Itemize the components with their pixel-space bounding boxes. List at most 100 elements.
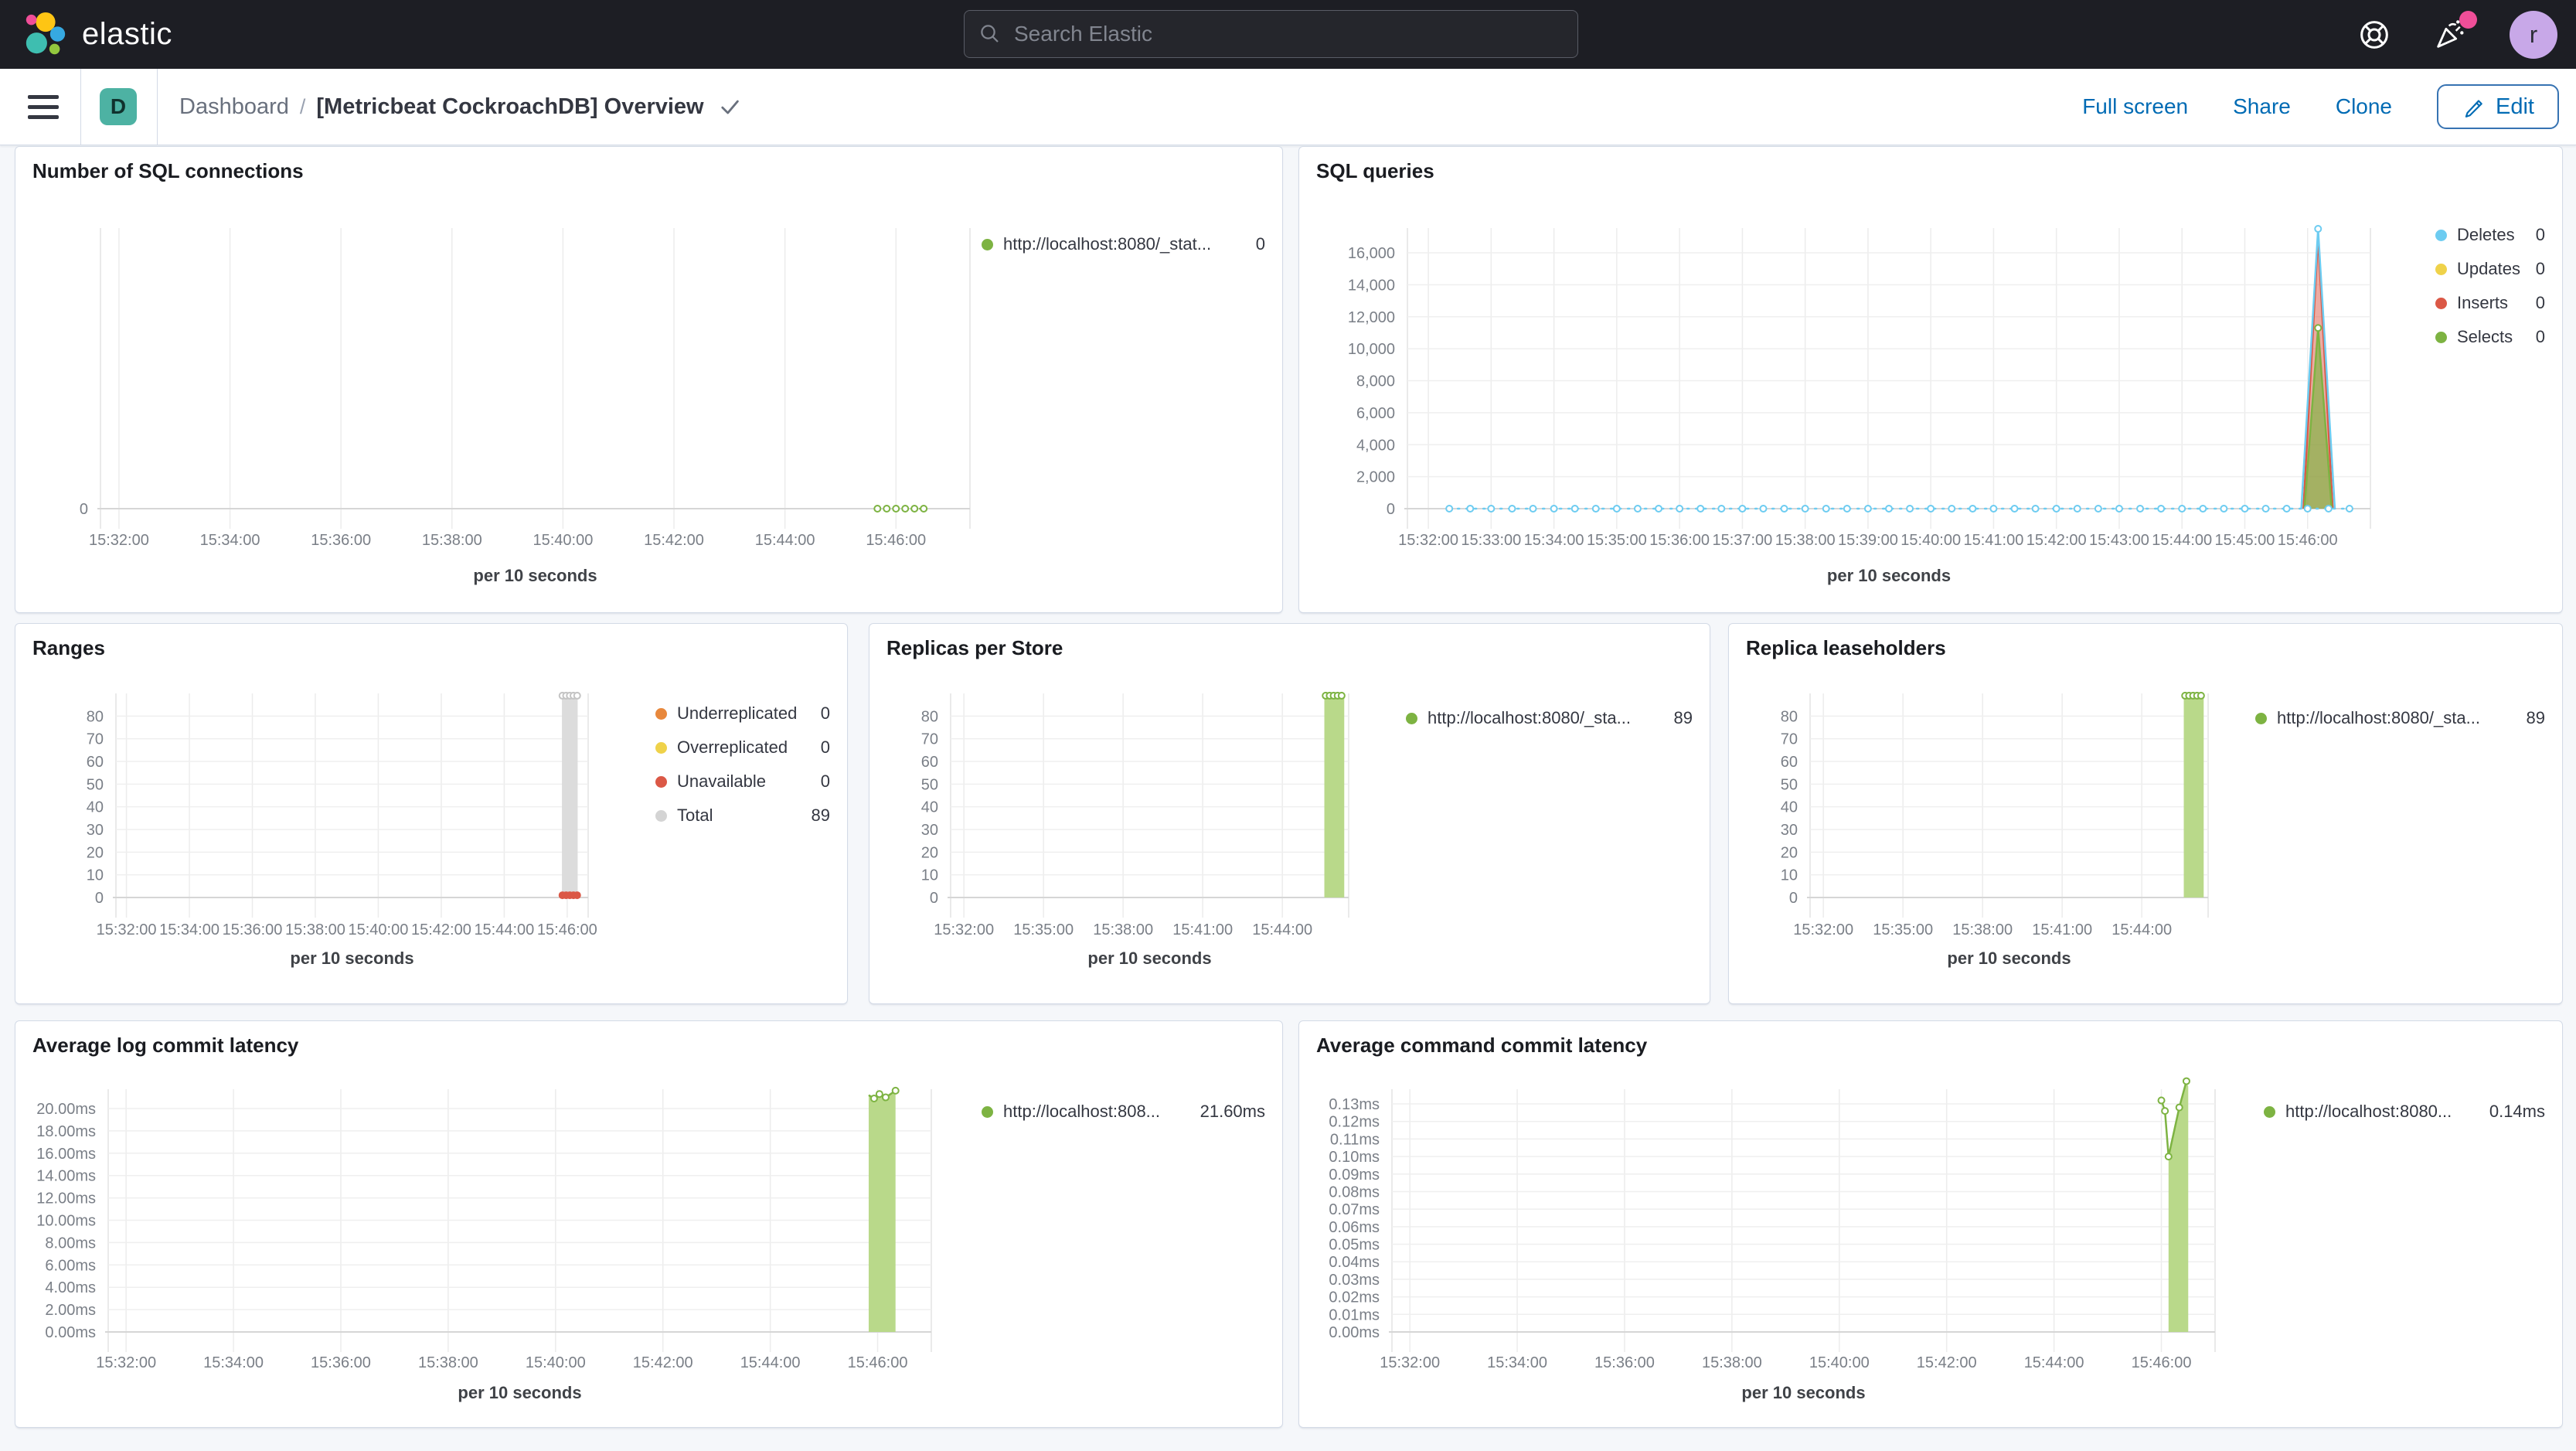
svg-text:15:35:00: 15:35:00 [1587,532,1647,549]
svg-text:15:38:00: 15:38:00 [1775,532,1836,549]
legend-item-unavailable[interactable]: Unavailable 0 [655,771,830,792]
clone-button[interactable]: Clone [2335,94,2393,118]
svg-text:20: 20 [87,844,104,861]
svg-text:80: 80 [921,708,938,725]
legend-swatch-icon [982,238,993,250]
legend-item-deletes[interactable]: Deletes 0 [2435,224,2545,246]
replicas-per-store-chart[interactable]: 0 10 20 30 40 50 60 70 80 15:32:00 15:35:00 15:38:0… [869,670,1380,1005]
svg-text:15:32:00: 15:32:00 [934,921,994,938]
svg-text:15:36:00: 15:36:00 [1649,532,1710,549]
svg-text:15:36:00: 15:36:00 [311,1354,371,1371]
svg-text:15:41:00: 15:41:00 [2032,921,2092,938]
legend-item-http-localhost-8080-stat[interactable]: http://localhost:8080/_stat... 0 [982,233,1265,255]
svg-text:12.00ms: 12.00ms [36,1190,96,1207]
edit-button[interactable]: Edit [2437,84,2559,129]
svg-text:12,000: 12,000 [1348,309,1395,326]
svg-text:15:44:00: 15:44:00 [2024,1354,2084,1371]
series [873,505,928,513]
legend-value: 0 [2535,327,2545,346]
svg-text:0: 0 [1789,890,1798,907]
legend-value: 89 [811,806,830,825]
legend-item-http-localhost-808[interactable]: http://localhost:808... 21.60ms [982,1101,1265,1122]
legend-item-overreplicated[interactable]: Overreplicated 0 [655,737,830,758]
grid [948,693,1349,918]
legend-value: 0 [2535,259,2545,278]
title-check-icon[interactable] [718,95,741,118]
svg-text:15:46:00: 15:46:00 [2132,1354,2192,1371]
grid [1404,228,2371,529]
search-input[interactable] [1012,21,1564,47]
panel-average-command-commit-latency: Average command commit latency 0.00ms 0.01… [1298,1020,2563,1428]
panel-title: Ranges [32,636,105,659]
header-actions: r [2358,0,2576,69]
replica-leaseholders-chart[interactable]: 0 10 20 30 40 50 60 70 80 15:32:00 15:35:00 15:38:0… [1729,670,2239,1005]
space-badge[interactable]: D [100,88,137,125]
svg-text:15:40:00: 15:40:00 [526,1354,586,1371]
breadcrumb-dashboard[interactable]: Dashboard [179,94,289,119]
svg-text:10: 10 [1781,867,1798,884]
global-search[interactable] [964,10,1578,58]
svg-text:10: 10 [921,867,938,884]
svg-text:40: 40 [87,799,104,816]
svg-text:15:34:00: 15:34:00 [203,1354,264,1371]
legend-item-underreplicated[interactable]: Underreplicated 0 [655,703,830,724]
legend-item-updates[interactable]: Updates 0 [2435,258,2545,280]
svg-text:15:46:00: 15:46:00 [866,532,926,549]
legend-value: 0 [820,737,830,757]
svg-text:40: 40 [1781,799,1798,816]
svg-text:15:46:00: 15:46:00 [848,1354,908,1371]
svg-text:15:38:00: 15:38:00 [1093,921,1153,938]
svg-text:15:36:00: 15:36:00 [311,532,371,549]
svg-text:2,000: 2,000 [1356,469,1395,486]
legend-value: 21.60ms [1200,1102,1265,1121]
legend-value: 0 [2535,293,2545,312]
whats-new-button[interactable] [2432,10,2477,53]
svg-text:80: 80 [1781,708,1798,725]
legend-item-total[interactable]: Total 89 [655,805,830,826]
panel-replicas-per-store: Replicas per Store 0 10 20 30 40 50 60 70 80 15:32… [869,623,1710,1004]
svg-text:15:32:00: 15:32:00 [1398,532,1458,549]
legend: Underreplicated 0 Overreplicated 0 Unavailab… [655,703,830,839]
svg-text:10,000: 10,000 [1348,341,1395,358]
average-log-commit-latency-chart[interactable]: 0.00ms 2.00ms 4.00ms 6.00ms 8.00ms 10.00ms 12.… [15,1068,974,1429]
legend-swatch-icon [655,775,667,788]
legend-item-http-localhost-8080[interactable]: http://localhost:8080... 0.14ms [2264,1101,2545,1122]
menu-icon[interactable] [28,94,59,119]
svg-text:0.00ms: 0.00ms [1329,1324,1380,1341]
full-screen-button[interactable]: Full screen [2082,94,2189,118]
number-of-sql-connections-chart[interactable]: 015:32:00 15:34:00 15:36:00 15:38:00 15:40:0… [15,193,982,614]
legend-label: Updates [2457,259,2520,278]
legend-label: http://localhost:8080/_sta... [2277,708,2480,727]
help-lifebuoy-icon[interactable] [2358,19,2391,51]
svg-text:15:34:00: 15:34:00 [1487,1354,1547,1371]
svg-text:4,000: 4,000 [1356,437,1395,454]
user-avatar[interactable]: r [2510,10,2557,59]
grid [1807,693,2209,918]
page-title: [Metricbeat CockroachDB] Overview [316,94,704,119]
legend-item-inserts[interactable]: Inserts 0 [2435,292,2545,314]
panel-title: Average log commit latency [32,1034,299,1057]
ranges-chart[interactable]: 0 10 20 30 40 50 60 70 80 15:32:00 15:34:00 15:36:0… [15,670,634,1005]
axes: 0.00ms 2.00ms 4.00ms 6.00ms 8.00ms 10.00ms 12.… [36,1101,907,1402]
svg-text:15:38:00: 15:38:00 [1952,921,2013,938]
notification-badge [2459,10,2477,29]
svg-text:70: 70 [87,731,104,748]
svg-text:70: 70 [921,731,938,748]
svg-text:0: 0 [95,890,104,907]
svg-text:18.00ms: 18.00ms [36,1123,96,1140]
legend-item-http-localhost-8080-sta[interactable]: http://localhost:8080/_sta... 89 [2255,707,2545,729]
legend-label: Underreplicated [677,703,798,723]
svg-text:20: 20 [1781,844,1798,861]
sql-queries-chart[interactable]: 0 2,000 4,000 6,000 8,000 10,000 12,000 14,000 1… [1299,193,2397,614]
elastic-logo[interactable]: elastic [22,0,172,69]
average-command-commit-latency-chart[interactable]: 0.00ms0.01ms0.02ms0.03ms0.04ms0.05ms0.06… [1299,1068,2258,1429]
svg-text:15:42:00: 15:42:00 [633,1354,693,1371]
legend-item-http-localhost-8080-sta[interactable]: http://localhost:8080/_sta... 89 [1406,707,1693,729]
share-button[interactable]: Share [2233,94,2291,118]
svg-text:0.13ms: 0.13ms [1329,1096,1380,1113]
svg-text:0.05ms: 0.05ms [1329,1237,1380,1254]
legend-item-selects[interactable]: Selects 0 [2435,326,2545,348]
svg-text:15:38:00: 15:38:00 [422,532,482,549]
svg-text:0.02ms: 0.02ms [1329,1289,1380,1306]
svg-text:0.12ms: 0.12ms [1329,1114,1380,1131]
